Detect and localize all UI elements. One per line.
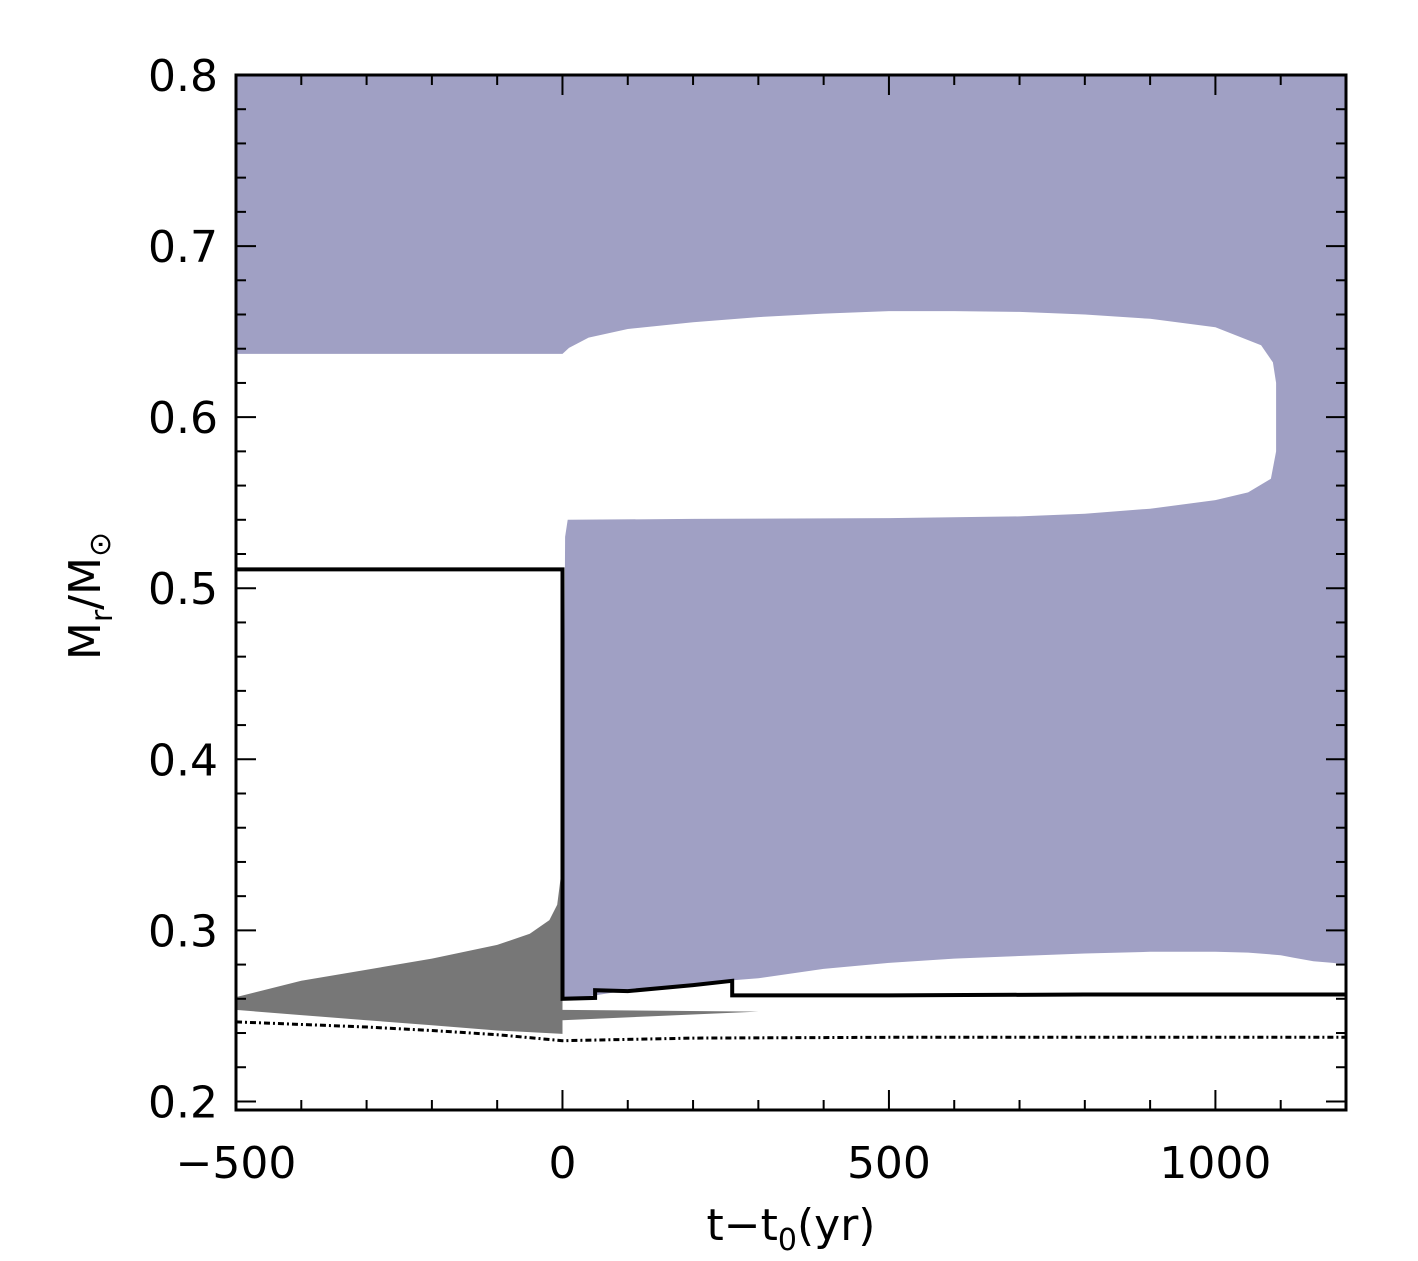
y-tick-label: 0.4 (148, 735, 218, 786)
x-tick-label: 1000 (1159, 1138, 1271, 1189)
burning-zone-region-2 (562, 1009, 759, 1021)
x-axis-title-subscript: 0 (778, 1223, 797, 1258)
y-tick-label: 0.6 (148, 393, 218, 444)
dash-dot-line-1 (235, 1020, 1346, 1043)
x-axis-title-minus: − (724, 1200, 761, 1251)
solid-line-0 (236, 567, 1346, 1001)
axis-ticks (235, 74, 1347, 1110)
y-tick-label: 0.3 (148, 906, 218, 957)
convective-zone-region-0 (236, 75, 1346, 1001)
x-tick-label: 500 (847, 1138, 931, 1189)
y-tick-label: 0.5 (148, 564, 218, 615)
x-tick-label: 0 (548, 1138, 576, 1189)
plot-frame (234, 73, 1348, 1112)
y-axis-title: Mr/M⊙ (60, 532, 120, 660)
x-axis-title-t0: t (761, 1200, 778, 1251)
x-axis-title: t−t0(yr) (707, 1200, 876, 1258)
y-axis-title-subscript: r (85, 609, 120, 622)
y-tick-label: 0.8 (148, 51, 218, 102)
y-axis-title-sun-symbol: ⊙ (83, 532, 118, 557)
y-tick-label: 0.2 (148, 1077, 218, 1128)
x-tick-label: −500 (176, 1138, 297, 1189)
shaded-regions (236, 75, 1346, 1034)
axis-tick-labels: −500 0 500 1000 0.2 0.3 0.4 0.5 0.6 0.7 0.8 (148, 51, 1271, 1189)
y-axis-title-rest: /M (60, 557, 111, 610)
y-axis-title-main: M (60, 622, 111, 660)
x-axis-title-t: t (707, 1200, 724, 1251)
burning-zone-region-1 (236, 844, 563, 1034)
y-tick-label: 0.7 (148, 222, 218, 273)
x-axis-title-unit: (yr) (797, 1200, 875, 1251)
data-lines (235, 567, 1346, 1043)
